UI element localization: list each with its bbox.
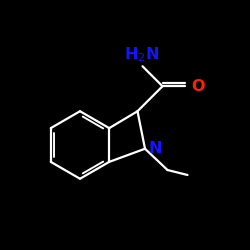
Text: N: N bbox=[149, 141, 162, 156]
Text: H$_2$N: H$_2$N bbox=[124, 46, 159, 64]
Text: O: O bbox=[191, 79, 205, 94]
